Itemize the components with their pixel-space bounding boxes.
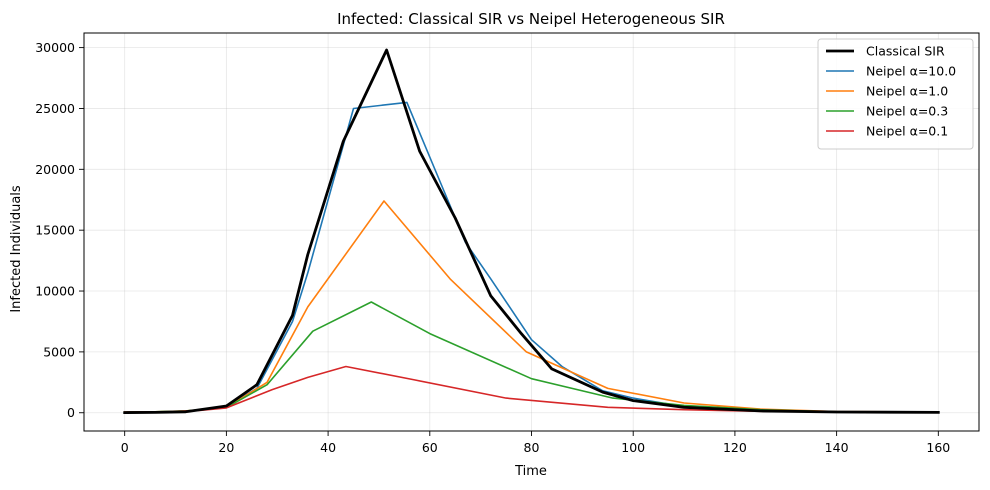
y-tick-label: 0: [67, 405, 75, 420]
legend-box: [817, 38, 974, 150]
x-tick-label: 140: [825, 440, 849, 455]
x-axis-label: Time: [514, 464, 547, 479]
y-tick-label: 30000: [35, 40, 75, 55]
legend-label: Neipel α=0.1: [866, 124, 948, 139]
x-tick-label: 100: [621, 440, 645, 455]
series-lines: [123, 48, 940, 415]
y-tick-label: 20000: [35, 162, 75, 177]
legend-label: Neipel α=0.3: [866, 104, 948, 119]
axis-ticks: 0 20 40 60 80 100 120 140 160 0 5000 10000 15000 2000…: [35, 40, 950, 455]
x-tick-label: 20: [218, 440, 234, 455]
legend-label: Neipel α=10.0: [866, 64, 956, 79]
y-tick-label: 10000: [35, 284, 75, 299]
y-tick-label: 5000: [43, 344, 75, 359]
legend-label: Classical SIR: [866, 44, 945, 59]
series-line-0: [123, 48, 940, 415]
x-tick-label: 60: [422, 440, 438, 455]
legend-label: Neipel α=1.0: [866, 84, 948, 99]
x-tick-label: 0: [121, 440, 129, 455]
x-tick-label: 120: [723, 440, 747, 455]
x-tick-label: 80: [524, 440, 540, 455]
legend: Classical SIR Neipel α=10.0 Neipel α=1.0 Ne…: [817, 38, 974, 150]
x-tick-label: 160: [926, 440, 950, 455]
y-axis-label: Infected Individuals: [9, 185, 24, 313]
chart-title: Infected: Classical SIR vs Neipel Hetero…: [337, 10, 725, 28]
x-tick-label: 40: [320, 440, 336, 455]
y-tick-label: 15000: [35, 223, 75, 238]
y-tick-label: 25000: [35, 101, 75, 116]
